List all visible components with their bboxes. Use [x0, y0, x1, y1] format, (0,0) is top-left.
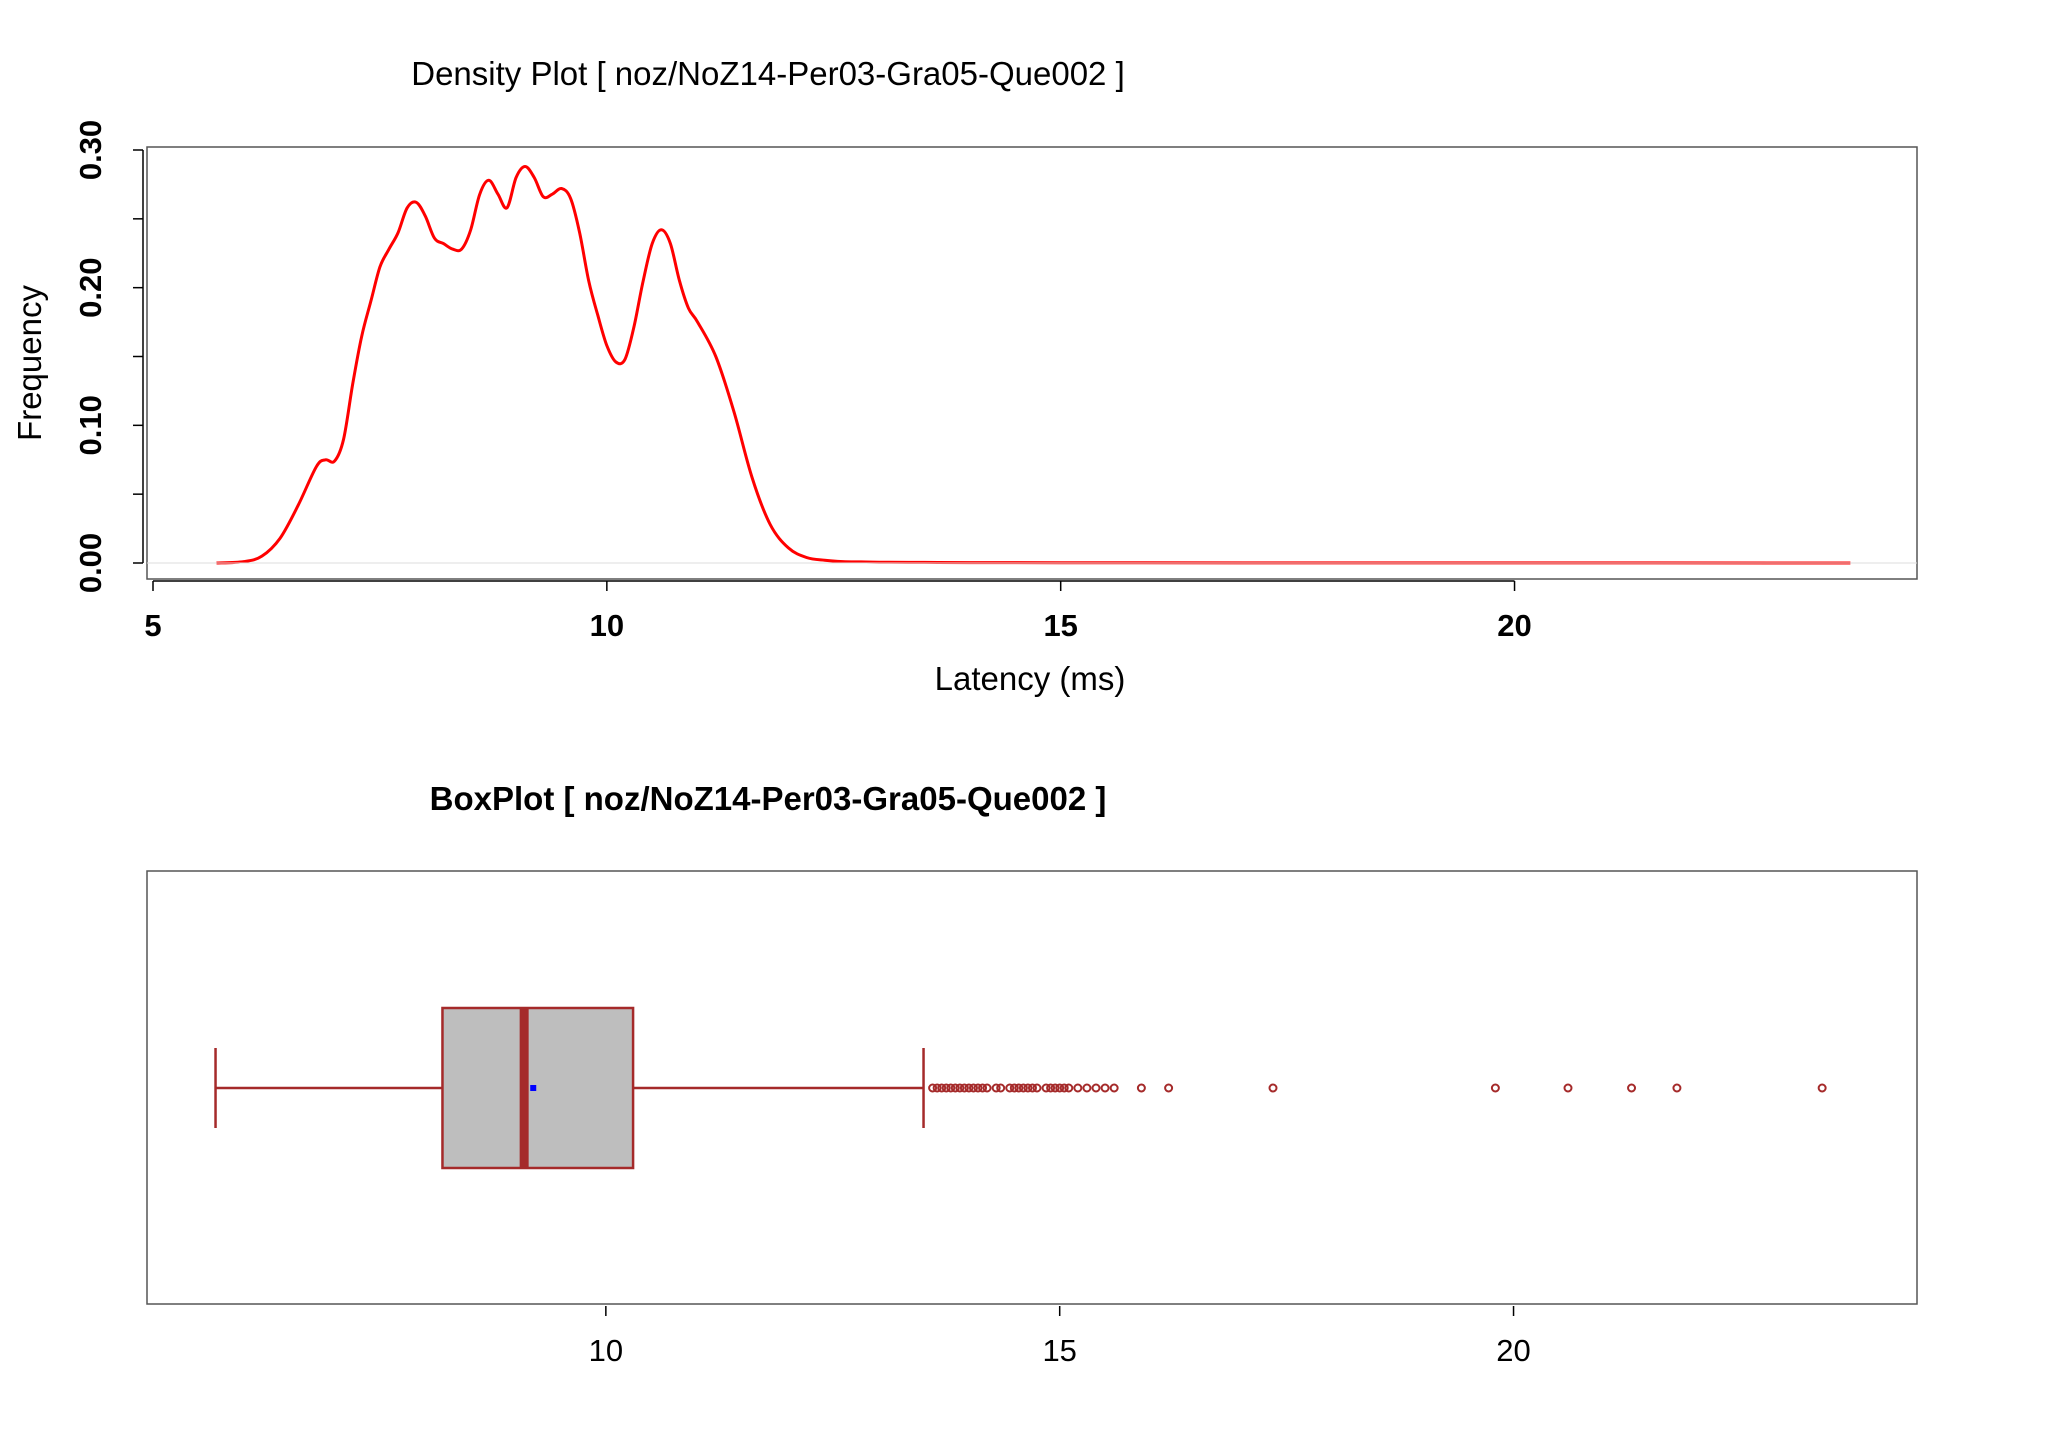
outlier-point	[1050, 1083, 1060, 1093]
outlier-point	[1136, 1083, 1146, 1093]
outlier-point	[1082, 1083, 1092, 1093]
outlier-point	[932, 1083, 942, 1093]
density-x-tick-label: 10	[590, 608, 624, 643]
outlier-point	[941, 1083, 951, 1093]
outlier-point	[996, 1083, 1006, 1093]
outlier-point	[1268, 1083, 1278, 1093]
density-x-axis-label: Latency (ms)	[935, 660, 1126, 697]
boxplot-box	[214, 1006, 925, 1170]
outlier-point	[1027, 1083, 1037, 1093]
density-x-axis: 5 10 15 20	[144, 580, 1532, 643]
outlier-point	[964, 1083, 974, 1093]
outlier-point	[1023, 1083, 1033, 1093]
density-x-tick-label: 15	[1043, 608, 1077, 643]
outlier-point	[1817, 1083, 1827, 1093]
outlier-point	[1005, 1083, 1015, 1093]
outlier-point	[1073, 1083, 1083, 1093]
outlier-point	[1046, 1083, 1056, 1093]
outlier-point	[991, 1083, 1001, 1093]
boxplot-x-axis: 10 15 20	[589, 1306, 1531, 1368]
outlier-point	[946, 1083, 956, 1093]
outlier-point	[1490, 1083, 1500, 1093]
outlier-point	[1627, 1083, 1637, 1093]
density-y-tick-label: 0.00	[73, 533, 108, 593]
outlier-point	[968, 1083, 978, 1093]
boxplot-outliers	[928, 1083, 1827, 1093]
outlier-point	[1164, 1083, 1174, 1093]
outlier-point	[1018, 1083, 1028, 1093]
mean-marker	[530, 1085, 537, 1091]
outlier-point	[1032, 1083, 1042, 1093]
boxplot-title: BoxPlot [ noz/NoZ14-Per03-Gra05-Que002 ]	[430, 780, 1107, 817]
boxplot-frame	[146, 870, 1918, 1305]
density-y-tick-label: 0.10	[73, 395, 108, 455]
interquartile-box	[441, 1006, 635, 1170]
density-y-tick-label: 0.30	[73, 120, 108, 180]
boxplot-x-tick-label: 10	[589, 1333, 623, 1368]
density-y-axis-label: Frequency	[11, 285, 48, 441]
outlier-point	[973, 1083, 983, 1093]
outlier-point	[1109, 1083, 1119, 1093]
outlier-point	[1009, 1083, 1019, 1093]
outlier-point	[959, 1083, 969, 1093]
outlier-point	[1091, 1083, 1101, 1093]
outlier-point	[1100, 1083, 1110, 1093]
outlier-point	[928, 1083, 938, 1093]
outlier-point	[978, 1083, 988, 1093]
outlier-point	[1064, 1083, 1074, 1093]
outlier-point	[950, 1083, 960, 1093]
density-x-tick-label: 20	[1497, 608, 1531, 643]
outlier-point	[1014, 1083, 1024, 1093]
outlier-point	[1055, 1083, 1065, 1093]
outlier-point	[982, 1083, 992, 1093]
outlier-point	[955, 1083, 965, 1093]
density-title: Density Plot [ noz/NoZ14-Per03-Gra05-Que…	[411, 55, 1125, 92]
density-y-axis: 0.00 0.10 0.20 0.30	[73, 120, 144, 593]
density-plot-frame	[146, 146, 1918, 580]
boxplot-x-tick-label: 20	[1496, 1333, 1530, 1368]
outlier-point	[1059, 1083, 1069, 1093]
density-x-tick-label: 5	[144, 608, 161, 643]
density-y-tick-label: 0.20	[73, 257, 108, 317]
boxplot-x-tick-label: 15	[1042, 1333, 1076, 1368]
outlier-point	[1672, 1083, 1682, 1093]
outlier-point	[1041, 1083, 1051, 1093]
density-curve	[216, 164, 1851, 565]
outlier-point	[1563, 1083, 1573, 1093]
outlier-point	[937, 1083, 947, 1093]
